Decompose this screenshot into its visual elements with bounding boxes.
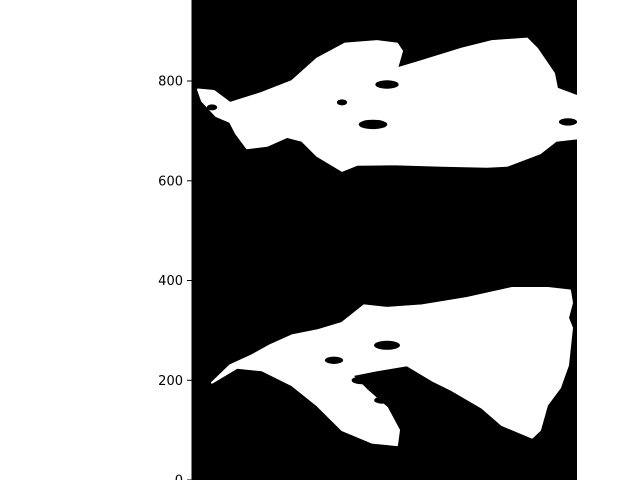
hole-lower-streak-a <box>324 356 344 364</box>
hole-upper-dot-mid <box>336 99 348 106</box>
y-tick-label-400: 400 <box>158 274 183 289</box>
hole-lower-blob-center <box>374 340 400 350</box>
hole-upper-blob-top <box>375 80 399 89</box>
hole-lower-streak-c <box>374 396 390 404</box>
lower-region <box>211 287 573 447</box>
hole-upper-blob-center <box>358 119 388 130</box>
hole-upper-dot-left <box>206 104 218 111</box>
y-tick-label-200: 200 <box>158 374 183 389</box>
y-tick-label-0: 0 <box>175 474 183 480</box>
plot-area <box>192 0 578 480</box>
mask-regions <box>197 37 578 447</box>
upper-region <box>197 37 578 172</box>
hole-lower-streak-b <box>351 376 373 385</box>
hole-upper-blob-right <box>558 118 578 126</box>
mask-holes <box>206 80 578 404</box>
y-tick-label-600: 600 <box>158 174 183 189</box>
y-axis-ticks: 0 200 400 600 800 <box>158 75 192 480</box>
y-tick-label-800: 800 <box>158 75 183 90</box>
